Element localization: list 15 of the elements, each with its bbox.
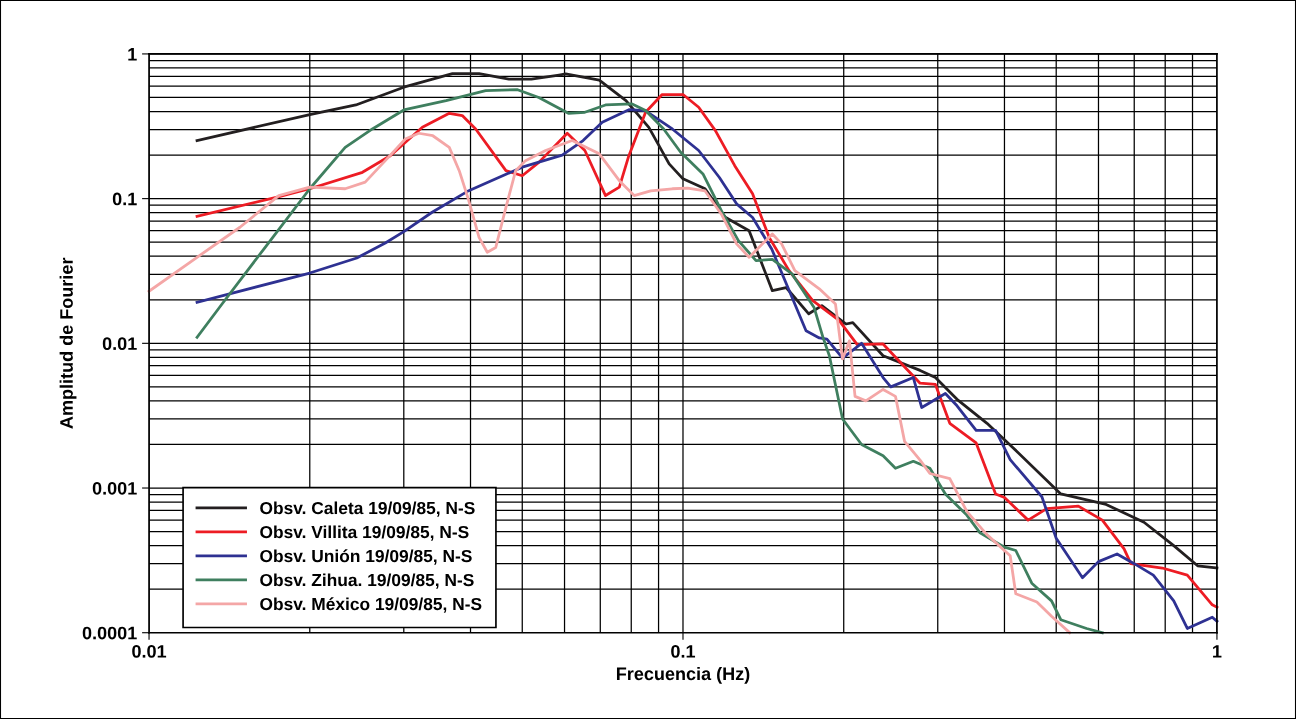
x-axis-title: Frecuencia (Hz) (616, 666, 750, 684)
y-tick-label: 0.0001 (82, 626, 137, 640)
y-axis-title: Amplitud de Fourier (59, 257, 77, 429)
legend-label: Obsv. Caleta 19/09/85, N-S (260, 501, 475, 517)
legend-label: Obsv. Villita 19/09/85, N-S (260, 525, 469, 541)
legend-label: Obsv. Unión 19/09/85, N-S (260, 549, 472, 565)
y-tick-label: 0.01 (102, 337, 137, 351)
x-tick-label: 1 (1213, 645, 1222, 658)
x-tick-label: 0.01 (132, 645, 167, 658)
x-tick-label: 0.1 (671, 645, 696, 658)
y-tick-label: 0.1 (112, 192, 137, 206)
legend-label: Obsv. México 19/09/85, N-S (260, 597, 482, 613)
y-tick-label: 0.001 (92, 481, 137, 495)
legend-label: Obsv. Zihua. 19/09/85, N-S (260, 573, 474, 589)
y-tick-label: 1 (128, 48, 137, 61)
